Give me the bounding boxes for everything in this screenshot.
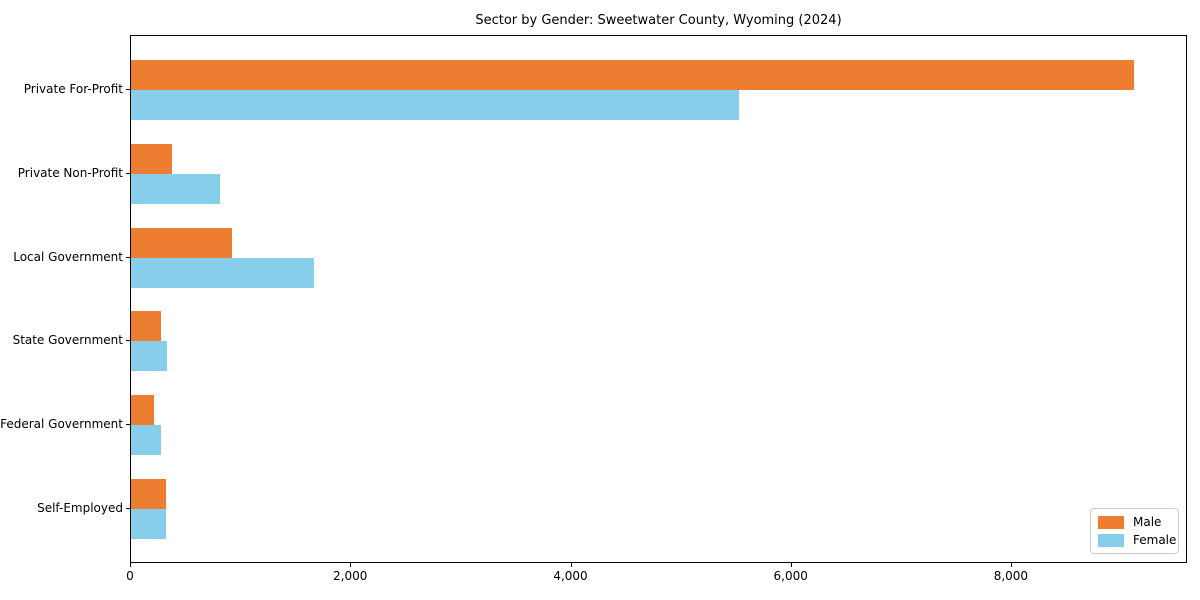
bar-female-federal-government <box>131 425 161 456</box>
legend-swatch-female <box>1098 533 1124 547</box>
y-tick-mark <box>126 340 130 342</box>
chart-title: Sector by Gender: Sweetwater County, Wyo… <box>475 13 842 28</box>
x-tick-label: 4,000 <box>553 569 588 583</box>
bar-female-self-employed <box>131 509 167 539</box>
x-tick-mark <box>570 563 572 567</box>
bar-male-private-non-profit <box>131 143 172 174</box>
legend-label: Female <box>1133 532 1177 547</box>
bar-male-local-government <box>131 227 232 258</box>
y-tick-mark <box>126 89 130 90</box>
x-tick-mark <box>1010 563 1012 567</box>
legend: Male Female <box>1090 508 1179 554</box>
y-tick-mark <box>126 256 130 258</box>
y-tick-mark <box>126 424 130 426</box>
legend-swatch-male <box>1098 515 1124 529</box>
bar-female-local-government <box>131 257 315 288</box>
x-tick-label: 0 <box>126 569 134 583</box>
bar-male-state-government <box>131 311 161 342</box>
x-tick-label: 8,000 <box>993 569 1029 583</box>
y-tick-label: Local Government <box>13 249 123 264</box>
bar-male-private-for-profit <box>131 60 1135 90</box>
legend-item-male: Male <box>1098 514 1171 529</box>
bar-female-private-non-profit <box>131 173 220 204</box>
y-tick-label: Self-Employed <box>37 501 123 515</box>
x-tick-label: 6,000 <box>773 569 808 583</box>
bar-male-federal-government <box>131 395 154 426</box>
legend-item-female: Female <box>1098 533 1176 547</box>
bar-male-self-employed <box>131 479 166 509</box>
y-tick-label: Private Non-Profit <box>17 165 123 180</box>
y-tick-label: Private For-Profit <box>23 82 123 96</box>
y-tick-label: Federal Government <box>0 417 123 432</box>
bar-female-private-for-profit <box>131 90 740 120</box>
bar-female-state-government <box>131 341 168 372</box>
x-tick-mark <box>130 563 131 567</box>
x-tick-mark <box>350 563 352 567</box>
y-tick-mark <box>126 508 130 509</box>
y-tick-label: State Government <box>12 333 123 348</box>
plot-area <box>130 35 1187 563</box>
x-tick-label: 2,000 <box>333 569 368 583</box>
x-tick-mark <box>790 563 792 567</box>
y-tick-mark <box>126 172 130 174</box>
legend-label: Male <box>1133 514 1162 529</box>
